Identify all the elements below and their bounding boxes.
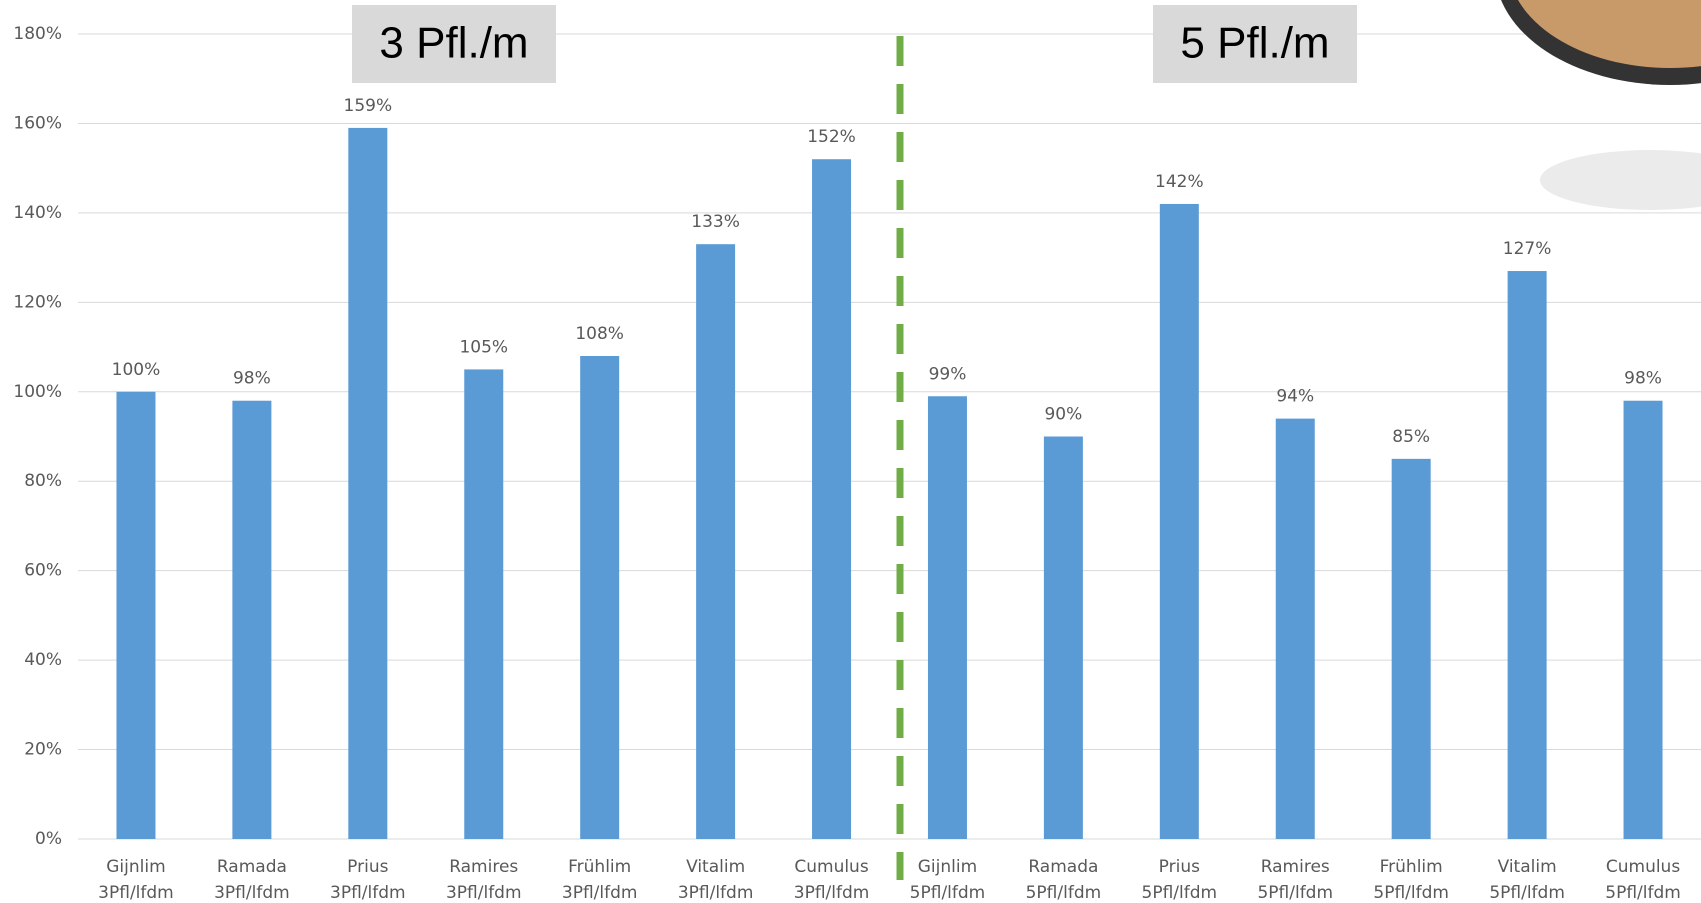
x-tick-line: 5Pfl/lfdm [1489, 883, 1565, 903]
value-label: 100% [112, 360, 161, 380]
x-tick-line: 5Pfl/lfdm [1605, 883, 1681, 903]
value-label: 90% [1044, 405, 1082, 425]
x-tick-line: 5Pfl/lfdm [910, 883, 986, 903]
bar [696, 244, 736, 839]
x-tick-label: Cumulus 3Pfl/lfdm [794, 857, 870, 903]
x-tick-line: Ramires [449, 857, 518, 877]
annotation-box [352, 5, 556, 83]
y-tick-label: 0% [35, 829, 62, 849]
x-tick-line: 5Pfl/lfdm [1257, 883, 1333, 903]
y-tick-label: 140% [13, 203, 62, 223]
x-tick-line: Prius [347, 857, 388, 877]
bar [1275, 418, 1315, 839]
x-tick-label: Ramada 3Pfl/lfdm [214, 857, 290, 903]
x-tick-label: Ramada 5Pfl/lfdm [1026, 857, 1102, 903]
bar [580, 356, 620, 839]
x-tick-line: Prius [1159, 857, 1200, 877]
value-label: 85% [1392, 427, 1430, 447]
bar [1043, 436, 1083, 839]
x-tick-line: Ramada [217, 857, 287, 877]
x-tick-line: Frühlim [1380, 857, 1443, 877]
x-tick-line: 3Pfl/lfdm [330, 883, 406, 903]
bar [812, 159, 852, 839]
y-tick-label: 160% [13, 113, 62, 133]
value-label: 94% [1276, 387, 1314, 407]
y-tick-label: 100% [13, 382, 62, 402]
x-tick-line: Frühlim [568, 857, 631, 877]
x-tick-label: Ramires 3Pfl/lfdm [446, 857, 522, 903]
value-label: 127% [1503, 239, 1552, 259]
value-label: 98% [233, 369, 271, 389]
annotation: 5 Pfl./m [1180, 19, 1329, 68]
x-tick-label: Prius 5Pfl/lfdm [1142, 857, 1218, 903]
x-tick-line: 5Pfl/lfdm [1026, 883, 1102, 903]
x-tick-line: Cumulus [794, 857, 868, 877]
x-tick-line: Ramada [1028, 857, 1098, 877]
annotation: 3 Pfl./m [379, 19, 528, 68]
y-tick-label: 40% [24, 650, 62, 670]
value-label: 98% [1624, 369, 1662, 389]
x-tick-line: 3Pfl/lfdm [794, 883, 870, 903]
bar [232, 400, 272, 839]
y-tick-label: 20% [24, 740, 62, 760]
value-label: 105% [459, 337, 508, 357]
x-tick-line: Gijnlim [918, 857, 977, 877]
x-tick-line: 5Pfl/lfdm [1373, 883, 1449, 903]
x-tick-line: 3Pfl/lfdm [98, 883, 174, 903]
bar [116, 391, 156, 839]
bar [1391, 458, 1431, 839]
coin-image [1518, 0, 1701, 68]
x-tick-line: Vitalim [686, 857, 745, 877]
x-tick-line: 3Pfl/lfdm [446, 883, 522, 903]
bar [1159, 203, 1199, 839]
x-tick-label: Frühlim 5Pfl/lfdm [1373, 857, 1449, 903]
y-tick-label: 180% [13, 24, 62, 44]
bar [1507, 271, 1547, 839]
x-tick-line: 3Pfl/lfdm [562, 883, 638, 903]
x-tick-label: Gijnlim 3Pfl/lfdm [98, 857, 174, 903]
x-tick-label: Gijnlim 5Pfl/lfdm [910, 857, 986, 903]
x-tick-label: Frühlim 3Pfl/lfdm [562, 857, 638, 903]
value-label: 142% [1155, 172, 1204, 192]
x-tick-line: 3Pfl/lfdm [214, 883, 290, 903]
x-tick-line: Gijnlim [106, 857, 165, 877]
value-label: 152% [807, 127, 856, 147]
shadow [1540, 150, 1701, 210]
x-tick-label: Prius 3Pfl/lfdm [330, 857, 406, 903]
y-tick-label: 120% [13, 292, 62, 312]
annotation-box [1153, 5, 1357, 83]
bar [348, 127, 388, 839]
x-tick-line: Cumulus [1606, 857, 1680, 877]
y-tick-label: 60% [24, 561, 62, 581]
x-tick-label: Vitalim 3Pfl/lfdm [678, 857, 754, 903]
bar [1623, 400, 1663, 839]
x-tick-line: 5Pfl/lfdm [1142, 883, 1218, 903]
value-label: 108% [575, 324, 624, 344]
x-tick-label: Cumulus 5Pfl/lfdm [1605, 857, 1681, 903]
x-tick-line: 3Pfl/lfdm [678, 883, 754, 903]
value-label: 159% [344, 96, 393, 116]
x-tick-label: Vitalim 5Pfl/lfdm [1489, 857, 1565, 903]
value-label: 99% [929, 364, 967, 384]
x-tick-line: Ramires [1261, 857, 1330, 877]
bar [927, 396, 967, 839]
value-label: 133% [691, 212, 740, 232]
x-tick-line: Vitalim [1498, 857, 1557, 877]
x-tick-label: Ramires 5Pfl/lfdm [1257, 857, 1333, 903]
y-tick-label: 80% [24, 471, 62, 491]
bar [464, 369, 504, 839]
